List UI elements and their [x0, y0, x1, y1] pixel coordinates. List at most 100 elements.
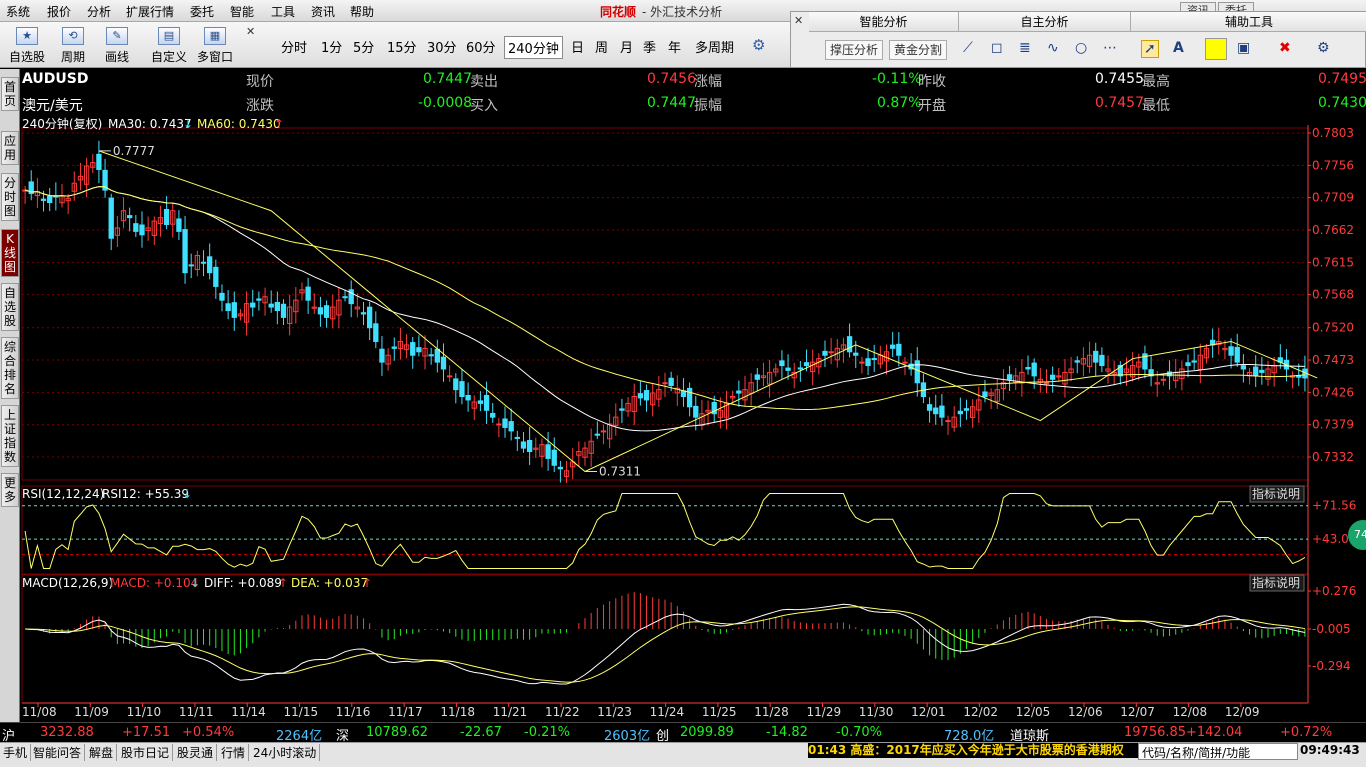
bottom-tab[interactable]: 行情 — [218, 744, 250, 761]
bottom-tab[interactable]: 解盘 — [86, 744, 118, 761]
period-tab[interactable]: 15分 — [387, 41, 417, 56]
menu-tools[interactable]: 工具 — [271, 5, 296, 19]
aux-tools-header[interactable]: 辅助工具 — [1131, 12, 1366, 32]
period-tab[interactable]: 月 — [620, 41, 634, 56]
rsi-explain-link[interactable]: 指标说明 — [1252, 486, 1300, 501]
x-tick-label: 11/11 — [179, 705, 214, 719]
candle-body — [853, 352, 859, 356]
macd-explain-link[interactable]: 指标说明 — [1252, 575, 1300, 590]
favorites-button[interactable]: ★ 自选股 — [8, 25, 46, 65]
y-tick-label: 0.7473 — [1312, 353, 1354, 367]
candle-body — [151, 220, 157, 236]
period-tab[interactable]: 多周期 — [695, 41, 735, 56]
draw-line-button[interactable]: ✎ 画线 — [98, 25, 136, 65]
period-tab[interactable]: 分时 — [281, 41, 308, 56]
candle-body — [71, 182, 77, 192]
bottom-tab[interactable]: 智能问答 — [30, 744, 86, 761]
font-tool-icon[interactable]: A — [1173, 40, 1184, 56]
self-analysis-header[interactable]: 自主分析 — [959, 12, 1131, 32]
close-icon[interactable]: ✕ — [794, 14, 804, 27]
menu-news[interactable]: 资讯 — [311, 5, 336, 19]
multi-window-label: 多窗口 — [196, 50, 233, 64]
period-tab[interactable]: 60分 — [466, 41, 496, 56]
support-resistance-button[interactable]: 撑压分析 — [825, 40, 884, 60]
period-tab[interactable]: 30分 — [427, 41, 457, 56]
candle-body — [213, 266, 219, 287]
news-ticker[interactable]: 01:43 高盛：2017年应买入今年逊于大市股票的香港期权 — [808, 743, 1138, 758]
menu-smart[interactable]: 智能 — [230, 5, 255, 19]
period-tab[interactable]: 1分 — [321, 41, 343, 56]
candle-body — [1228, 346, 1234, 356]
sidebar-item-apps[interactable]: 应用 — [1, 131, 19, 165]
dea-arrow: ↑ — [362, 576, 372, 590]
menu-analysis[interactable]: 分析 — [87, 5, 112, 19]
circle-tool-icon[interactable]: ○ — [1075, 40, 1088, 56]
menu-extended-quote[interactable]: 扩展行情 — [126, 5, 175, 19]
period-tab[interactable]: 季 — [643, 41, 657, 56]
custom-button[interactable]: ▤ 自定义 — [150, 25, 188, 65]
gear-icon[interactable]: ⚙ — [1317, 40, 1330, 56]
code-search-input[interactable]: 代码/名称/简拼/功能 — [1138, 743, 1298, 760]
rsi-frame — [21, 485, 1309, 575]
candle-body — [846, 336, 853, 353]
candle-body — [957, 410, 964, 415]
candle-body — [773, 368, 779, 373]
period-tab[interactable]: 日 — [571, 41, 585, 56]
bottom-tab[interactable]: 24小时滚动 — [250, 744, 321, 761]
candle-body — [471, 401, 477, 409]
candle-body — [1191, 360, 1197, 363]
candle-body — [668, 377, 674, 386]
candle-body — [293, 299, 299, 313]
candle-body — [139, 224, 145, 236]
save-icon[interactable]: ▣ — [1237, 40, 1251, 56]
sidebar-item-sh-index[interactable]: 上证指数 — [1, 405, 19, 467]
macd-value: MACD: +0.104 — [110, 576, 198, 590]
menu-trade[interactable]: 委托 — [190, 5, 215, 19]
bottom-tab[interactable]: 股市日记 — [118, 744, 174, 761]
sidebar-item-kline[interactable]: K线图 — [1, 229, 19, 277]
wave-tool-icon[interactable]: ∿ — [1047, 40, 1059, 56]
candle-body — [1203, 347, 1210, 359]
line-tool-icon[interactable]: ⟋ — [963, 40, 973, 56]
rect-tool-icon[interactable]: ◻ — [991, 40, 1003, 56]
bottom-tab[interactable]: 手机 — [0, 744, 32, 761]
candle-body — [280, 303, 287, 318]
candle-body — [391, 346, 397, 349]
candle-body — [1179, 368, 1185, 380]
menu-help[interactable]: 帮助 — [350, 5, 375, 19]
market-status-item: 2603亿 — [604, 729, 651, 744]
market-status-item: 10789.62 — [366, 725, 429, 740]
cycle-button[interactable]: ⟲ 周期 — [54, 25, 92, 65]
sidebar-item-ranking[interactable]: 综合排名 — [1, 337, 19, 399]
candle-body — [686, 387, 693, 408]
cursor-icon[interactable]: ➚ — [1141, 40, 1159, 58]
period-tab[interactable]: 年 — [668, 41, 682, 56]
golden-section-button[interactable]: 黄金分割 — [889, 40, 948, 60]
sidebar-item-timeshare[interactable]: 分时图 — [1, 173, 19, 221]
sidebar-item-home[interactable]: 首页 — [1, 77, 19, 111]
candle-body — [705, 409, 711, 413]
more-tools-icon[interactable]: ⋯ — [1103, 40, 1117, 56]
kline-chart[interactable]: 0.7777 0.7311 +71.56 +43.08 +0.276 -0.005 -0… — [0, 0, 1366, 722]
sidebar-item-more[interactable]: 更多 — [1, 473, 19, 507]
floating-bubble[interactable]: 74 — [1348, 520, 1366, 550]
menu-quote[interactable]: 报价 — [47, 5, 72, 19]
multi-window-button[interactable]: ▦ 多窗口 — [196, 25, 234, 65]
candle-body — [1111, 371, 1117, 375]
gear-icon[interactable]: ⚙ — [752, 36, 766, 54]
period-tab[interactable]: 5分 — [353, 41, 375, 56]
fib-tool-icon[interactable]: ≣ — [1019, 40, 1031, 56]
candle-body — [1259, 369, 1265, 373]
sidebar-item-favorites[interactable]: 自选股 — [1, 283, 19, 331]
candle-body — [1062, 371, 1068, 385]
color-swatch[interactable] — [1205, 38, 1227, 60]
smart-analysis-header[interactable]: 智能分析 — [809, 12, 959, 32]
delete-icon[interactable]: ✖ — [1279, 40, 1291, 56]
period-tab[interactable]: 周 — [595, 41, 609, 56]
bottom-tab[interactable]: 股灵通 — [174, 744, 218, 761]
close-icon[interactable]: ✕ — [246, 25, 256, 38]
menu-system[interactable]: 系统 — [6, 5, 31, 19]
candle-body — [600, 430, 607, 433]
candle-body — [1074, 360, 1080, 363]
period-tab-active[interactable]: 240分钟 — [504, 36, 563, 59]
